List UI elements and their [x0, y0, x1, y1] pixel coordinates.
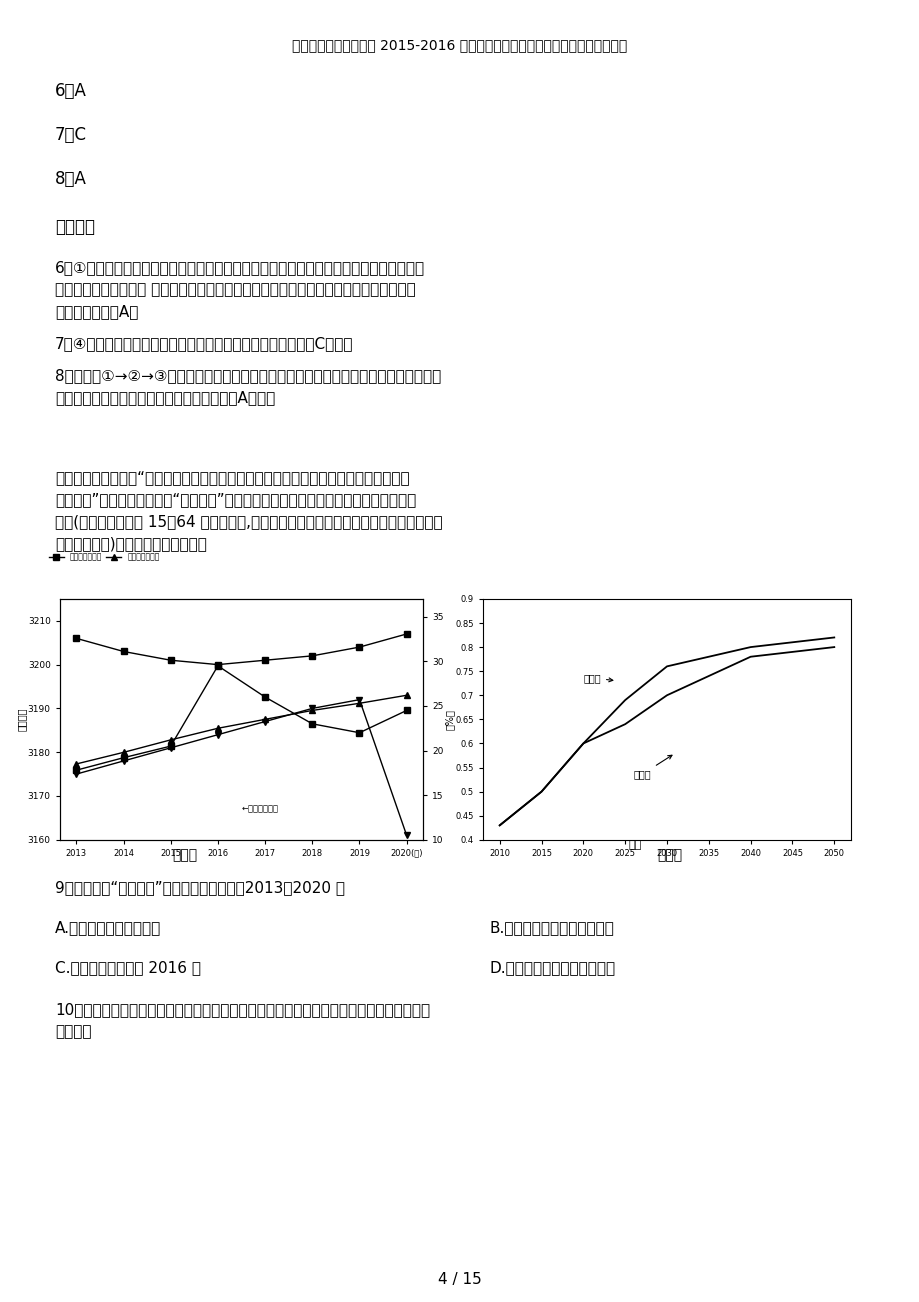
- Text: 二孩政策”。模型一为不考虑“全面二孩”政策实施情况下，某省常住人口三项数据统计及: 二孩政策”。模型一为不考虑“全面二孩”政策实施情况下，某省常住人口三项数据统计及: [55, 492, 415, 506]
- Text: 十八届五中全会决定“坚持计划生育基本国策，积极开展应对人口老龄化行动，实施全面: 十八届五中全会决定“坚持计划生育基本国策，积极开展应对人口老龄化行动，实施全面: [55, 470, 409, 486]
- Text: 6．A: 6．A: [55, 82, 86, 100]
- Legend: 少年人口抚养比, 老年人口抚养比: 少年人口抚养比, 老年人口抚养比: [45, 549, 163, 565]
- Y-axis label: （万人）: （万人）: [17, 707, 27, 732]
- Text: 亚暖流流经，增温增湿 来自海洋的东南信风受地形抬升形成地形雨，所以寒流与自然带的: 亚暖流流经，增温增湿 来自海洋的东南信风受地形抬升形成地形雨，所以寒流与自然带的: [55, 283, 415, 297]
- Text: 8．A: 8．A: [55, 171, 86, 187]
- Text: 起的，符合从沿海到内陆的地域分异规律，故A正确。: 起的，符合从沿海到内陆的地域分异规律，故A正确。: [55, 391, 275, 405]
- Text: 龄人口数之比)。读图完成下列各题。: 龄人口数之比)。读图完成下列各题。: [55, 536, 207, 551]
- Text: 预测(劳动年龄人口为 15～64 周岁的人口,抚养比是指总体人口中非劳动年龄人口与劳动年: 预测(劳动年龄人口为 15～64 周岁的人口,抚养比是指总体人口中非劳动年龄人口…: [55, 514, 442, 529]
- Text: 江西省上高县第二中学 2015-2016 学年高一地理下学期期末考试试卷（含解析）: 江西省上高县第二中学 2015-2016 学年高一地理下学期期末考试试卷（含解析…: [292, 38, 627, 52]
- Y-axis label: （%）: （%）: [445, 708, 455, 730]
- Text: 【解析】: 【解析】: [55, 217, 95, 236]
- Text: 10．如图模型一、模型二分别是该政策改变前、后的人口抚养比变化模型，该图说明人口政: 10．如图模型一、模型二分别是该政策改变前、后的人口抚养比变化模型，该图说明人口…: [55, 1003, 430, 1017]
- Text: 年份: 年份: [628, 840, 641, 850]
- Text: ←劳动年龄人口: ←劳动年龄人口: [242, 805, 278, 814]
- Text: A.人口总扶养比先降后升: A.人口总扶养比先降后升: [55, 921, 161, 935]
- Text: 形成无关，故选A。: 形成无关，故选A。: [55, 303, 138, 319]
- Text: 模型一: 模型一: [633, 755, 671, 779]
- Text: 策改变后: 策改变后: [55, 1023, 91, 1039]
- Text: 7．④是地中海气候，对应的自然带是亚热带常绿硬叶林带，故C正确。: 7．④是地中海气候，对应的自然带是亚热带常绿硬叶林带，故C正确。: [55, 336, 353, 352]
- Text: D.劳动年龄人口比重先升后降: D.劳动年龄人口比重先升后降: [490, 960, 616, 975]
- Text: 模型二: 模型二: [657, 848, 682, 862]
- Text: 7．C: 7．C: [55, 126, 87, 145]
- Text: 6．①处于澳大利亚东北部，该地自然带是非地带性的热带雨林带，形成原因有：东澳大利: 6．①处于澳大利亚东北部，该地自然带是非地带性的热带雨林带，形成原因有：东澳大利: [55, 260, 425, 275]
- Text: 9．在不考虑“全面二孩”政策实施的情况下，2013～2020 年: 9．在不考虑“全面二孩”政策实施的情况下，2013～2020 年: [55, 880, 345, 894]
- Text: C.总人口最大峰值在 2016 年: C.总人口最大峰值在 2016 年: [55, 960, 200, 975]
- Text: 模型二: 模型二: [583, 673, 612, 682]
- Text: B.人口总抚养比增长先慢后快: B.人口总抚养比增长先慢后快: [490, 921, 614, 935]
- Text: 4 / 15: 4 / 15: [437, 1272, 482, 1286]
- Text: 8．自然带①→②→③依次是热带雨林带、热带草原带、热带荒漠带，其形成是水分条件引: 8．自然带①→②→③依次是热带雨林带、热带草原带、热带荒漠带，其形成是水分条件引: [55, 368, 441, 383]
- Text: 模型一: 模型一: [172, 848, 198, 862]
